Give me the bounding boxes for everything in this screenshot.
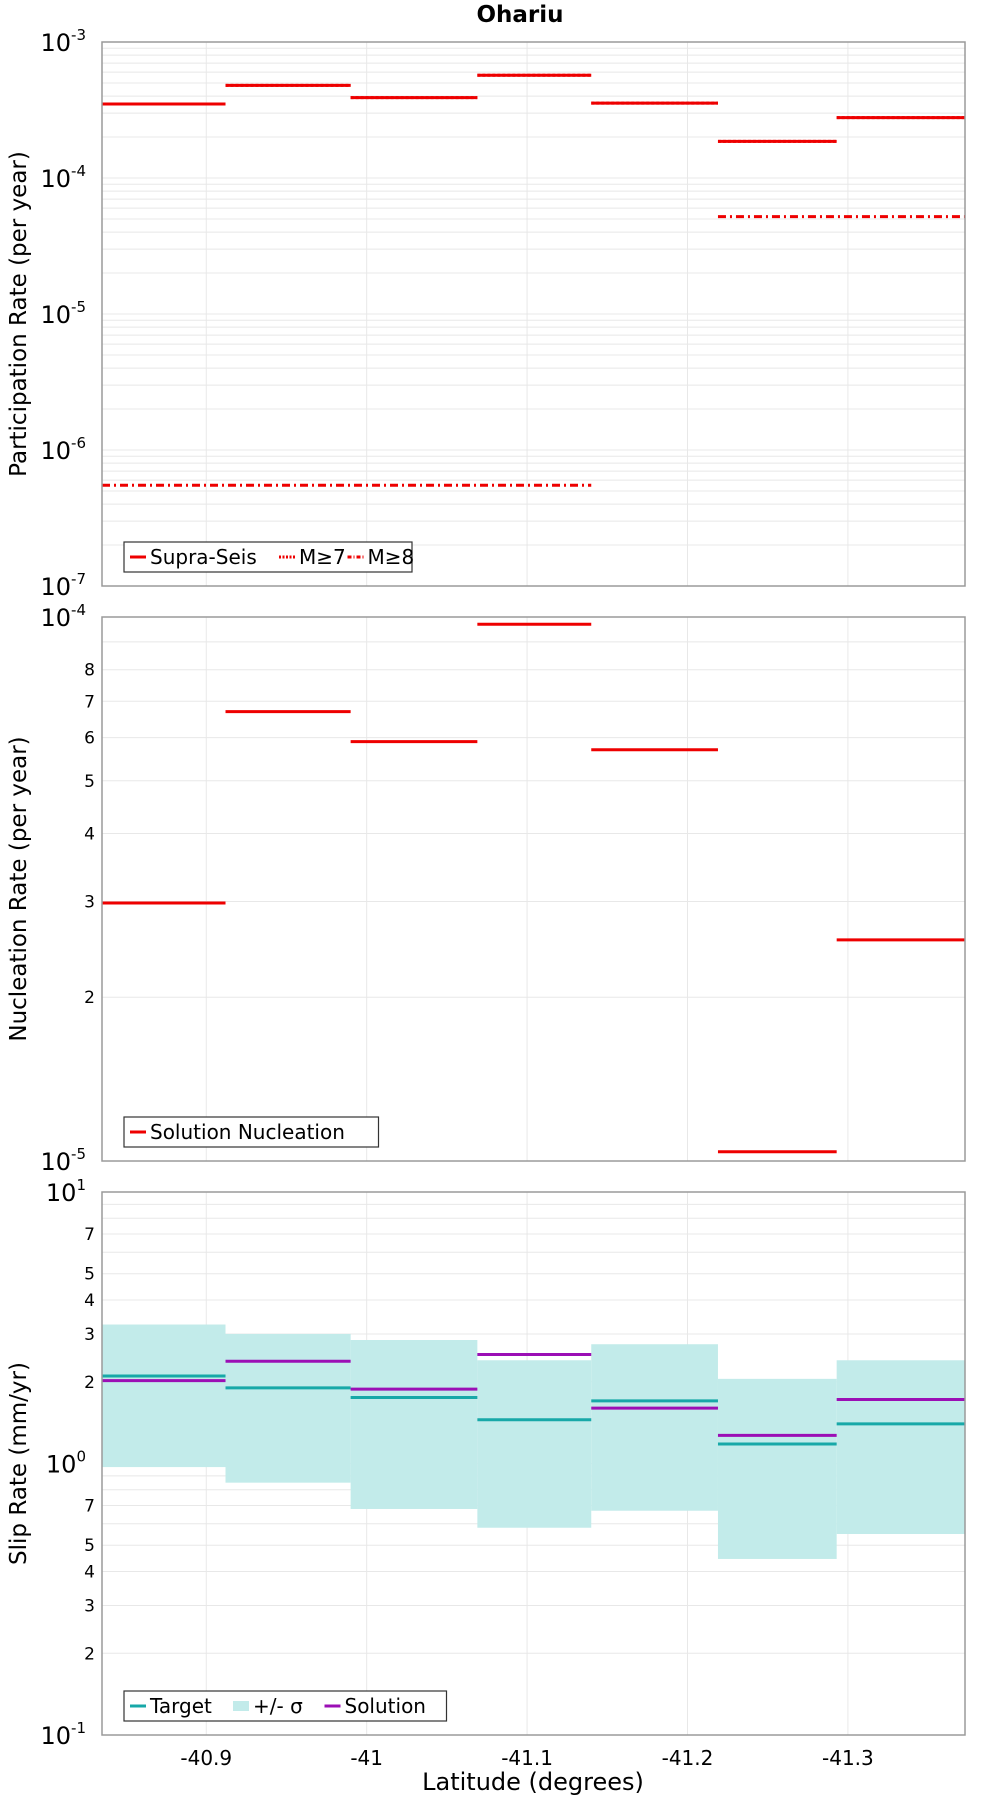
sigma-band-segment [350, 1340, 478, 1509]
y-tick-label: 10-3 [40, 26, 86, 57]
chart-title: Ohariu [476, 2, 563, 28]
series-solution [102, 1353, 965, 1437]
y-minor-tick-label: 7 [84, 1497, 95, 1517]
sigma-band-segment [477, 1360, 592, 1528]
y-minor-tick-label: 2 [84, 1644, 95, 1664]
plot-area [102, 73, 965, 487]
y-minor-tick-label: 6 [84, 729, 95, 749]
legend-label: M≥7 [299, 545, 346, 569]
panel-1: 10-3 10-4 10-5 10-6 10-7 Participation Rate (… [6, 26, 966, 601]
legend-box [123, 1690, 448, 1722]
x-tick-label: -41 [350, 1746, 383, 1770]
y-minor-tick-label: 3 [84, 892, 95, 912]
y-minor-tick-label: 5 [84, 1265, 95, 1285]
y-minor-tick-label: 4 [84, 1563, 95, 1583]
y-tick-label: 10-6 [40, 434, 86, 465]
x-tick-label: -40.9 [180, 1746, 232, 1770]
x-tick-label: -41.1 [501, 1746, 553, 1770]
sigma-band-segment [717, 1378, 837, 1559]
series-m-8 [102, 215, 965, 487]
y-minor-tick-label: 8 [84, 661, 95, 681]
y-axis-title: Participation Rate (per year) [6, 151, 32, 477]
legend-label: Target [149, 1694, 212, 1718]
y-tick-label: 10-4 [40, 162, 86, 193]
sigma-band-segment [836, 1360, 965, 1534]
y-minor-tick-label: 4 [84, 824, 95, 844]
sigma-band-segment [591, 1344, 718, 1511]
legend-label: M≥8 [368, 545, 415, 569]
y-minor-tick-label: 7 [84, 692, 95, 712]
panel-3: 101 100 10-1 7 5 4 3 2 7 5 4 3 2 Slip Rate (mm/yr) Tar… [6, 1176, 966, 1770]
y-axis-title: Nucleation Rate (per year) [6, 736, 32, 1041]
y-tick-label: 10-1 [40, 1719, 86, 1750]
y-minor-tick-label: 3 [84, 1325, 95, 1345]
x-tick-label: -41.3 [822, 1746, 874, 1770]
panel-2: 10-4 10-5 8 7 6 5 4 3 2 Nucleation Rate (per year… [6, 601, 966, 1176]
legend: Target +/- σ Solution [123, 1690, 448, 1722]
y-minor-tick-label: 5 [84, 1536, 95, 1556]
x-axis-title: Latitude (degrees) [422, 1768, 644, 1796]
y-minor-tick-label: 2 [84, 1373, 95, 1393]
y-minor-tick-label: 7 [84, 1225, 95, 1245]
plot-frame [101, 41, 966, 587]
legend-label: Solution Nucleation [150, 1120, 345, 1144]
y-tick-label: 10-5 [40, 298, 86, 329]
plot-frame [101, 1191, 966, 1736]
y-minor-tick-label: 3 [84, 1596, 95, 1616]
plot-area [102, 622, 965, 1154]
legend-label: Supra-Seis [150, 545, 257, 569]
legend: Supra-Seis M≥7 M≥8 [123, 541, 415, 573]
legend-box [123, 541, 413, 573]
legend-swatch [233, 1701, 249, 1711]
legend-box [123, 1116, 380, 1148]
grid [102, 617, 965, 1162]
sigma-band-segment [102, 1324, 226, 1468]
series-target [102, 1374, 965, 1446]
grid [102, 42, 965, 587]
y-tick-label: 10-7 [40, 570, 86, 601]
y-axis-title: Slip Rate (mm/yr) [6, 1362, 32, 1565]
plot-frame [101, 616, 966, 1162]
legend-label: Solution [345, 1694, 426, 1718]
y-tick-label: 10-5 [40, 1145, 86, 1176]
series-solution-nucleation [102, 622, 965, 1154]
legend: Solution Nucleation [123, 1116, 380, 1148]
sigma-band-segment [225, 1333, 351, 1483]
y-tick-label: 101 [46, 1176, 86, 1207]
y-minor-tick-label: 5 [84, 772, 95, 792]
y-minor-tick-label: 2 [84, 988, 95, 1008]
y-minor-tick-label: 4 [84, 1291, 95, 1311]
y-tick-label: 10-4 [40, 601, 86, 632]
series-m-7 [102, 73, 965, 143]
plot-area [102, 1324, 965, 1559]
y-tick-label: 100 [46, 1448, 86, 1479]
legend-label: +/- σ [253, 1694, 303, 1718]
x-tick-label: -41.2 [662, 1746, 714, 1770]
